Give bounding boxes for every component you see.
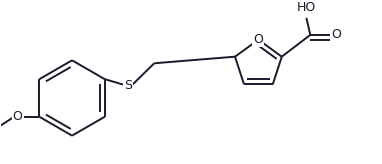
Text: O: O [254, 33, 263, 46]
Text: HO: HO [297, 1, 316, 14]
Text: O: O [331, 28, 341, 41]
Text: O: O [13, 110, 23, 123]
Text: S: S [125, 79, 133, 92]
